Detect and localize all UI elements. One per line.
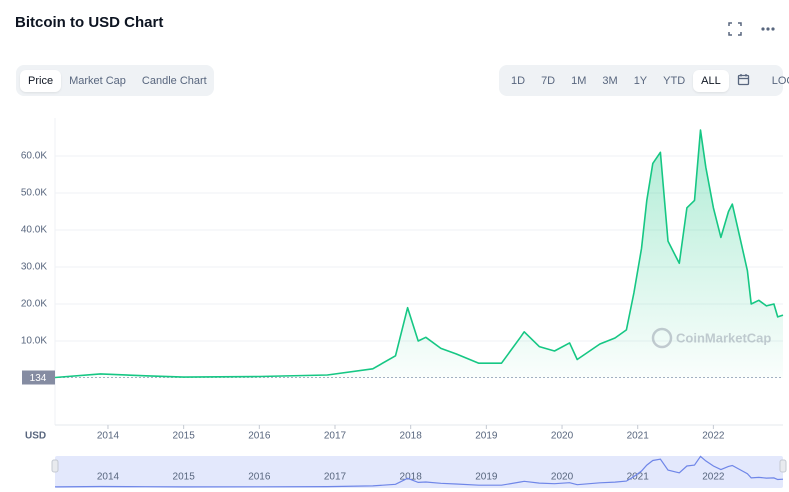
tab-button[interactable]: Price (20, 69, 62, 92)
page-title: Bitcoin to USD Chart (15, 14, 164, 31)
log-button[interactable]: LOG (771, 74, 789, 87)
tab-button[interactable]: Candle Chart (141, 74, 207, 87)
y-tick-label: 10.0K (21, 336, 47, 347)
navigator-tick-label: 2019 (475, 472, 498, 483)
start-price-label: 134 (30, 373, 47, 384)
range-group: 1D 7D 1M 3M 1Y YTD ALL LOG (499, 65, 789, 96)
x-tick-label: 2021 (627, 431, 650, 442)
calendar-icon (737, 73, 749, 85)
tab-button[interactable]: Market Cap (69, 74, 126, 87)
range-button[interactable]: 3M (602, 74, 618, 87)
navigator[interactable] (55, 456, 783, 488)
y-tick-label: 60.0K (21, 151, 47, 162)
range-button[interactable]: ALL (693, 69, 729, 92)
x-tick-label: 2016 (248, 431, 271, 442)
y-tick-label: 40.0K (21, 225, 47, 236)
x-tick-label: 2018 (400, 431, 423, 442)
y-tick-label: 50.0K (21, 188, 47, 199)
start-price-badge (22, 370, 55, 385)
range-button[interactable]: 1M (571, 74, 587, 87)
x-tick-label: 2022 (702, 431, 725, 442)
navigator-tick-label: 2014 (97, 472, 120, 483)
range-button[interactable]: YTD (663, 74, 686, 87)
range-button[interactable]: 7D (541, 74, 556, 87)
range-button[interactable]: 1D (511, 74, 526, 87)
watermark-text: CoinMarketCap (676, 330, 771, 345)
navigator-tick-label: 2015 (173, 472, 196, 483)
navigator-tick-label: 2022 (702, 472, 725, 483)
currency-label: USD (25, 431, 46, 442)
navigator-tick-label: 2018 (400, 472, 423, 483)
navigator-handle[interactable] (51, 459, 59, 473)
watermark: CoinMarketCap (651, 327, 771, 349)
x-tick-label: 2014 (97, 431, 120, 442)
navigator-tick-label: 2020 (551, 472, 574, 483)
navigator-handle[interactable] (779, 459, 787, 473)
price-area (55, 130, 783, 378)
y-tick-label: 20.0K (21, 299, 47, 310)
tab-group: Price Market Cap Candle Chart (16, 65, 214, 96)
y-tick-label: 30.0K (21, 262, 47, 273)
range-button[interactable]: 1Y (633, 74, 648, 87)
navigator-tick-label: 2016 (248, 472, 271, 483)
navigator-tick-label: 2017 (324, 472, 347, 483)
price-line (54, 129, 784, 379)
calendar-button[interactable] (729, 68, 758, 94)
navigator-tick-label: 2021 (627, 472, 650, 483)
more-icon[interactable] (761, 27, 775, 31)
x-tick-label: 2019 (475, 431, 498, 442)
x-tick-label: 2015 (173, 431, 196, 442)
navigator-line (54, 455, 784, 488)
x-tick-label: 2020 (551, 431, 574, 442)
x-tick-label: 2017 (324, 431, 347, 442)
expand-icon[interactable] (728, 22, 742, 36)
